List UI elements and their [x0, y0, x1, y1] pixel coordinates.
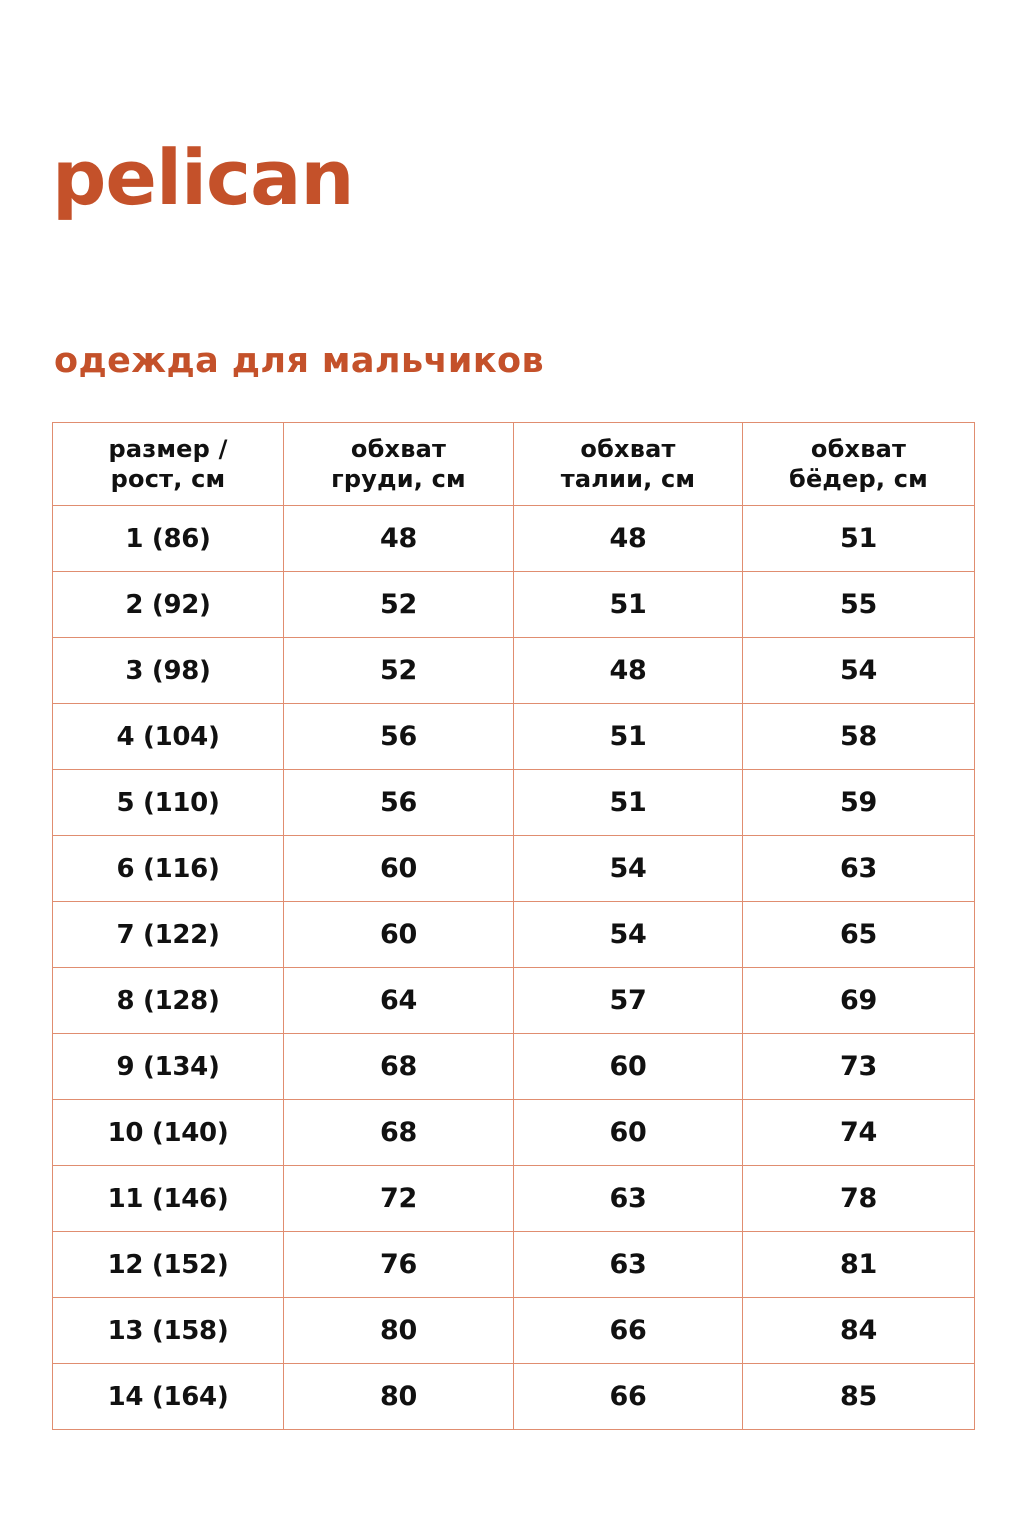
table-body: 1 (86) 48 48 51 2 (92) 52 51 55 3 (98) 52 48 54 4 (1…: [52, 505, 975, 1430]
cell-waist: 66: [513, 1363, 743, 1430]
cell-waist: 48: [513, 505, 743, 572]
cell-size: 3 (98): [52, 637, 284, 704]
page-title: одежда для мальчиков: [54, 341, 545, 381]
cell-waist: 66: [513, 1297, 743, 1364]
cell-waist: 60: [513, 1099, 743, 1166]
cell-size: 1 (86): [52, 505, 284, 572]
cell-hips: 58: [742, 703, 975, 770]
cell-size: 5 (110): [52, 769, 284, 836]
cell-hips: 81: [742, 1231, 975, 1298]
table-row: 9 (134) 68 60 73: [52, 1033, 975, 1100]
cell-chest: 60: [283, 901, 514, 968]
cell-hips: 74: [742, 1099, 975, 1166]
table-header: размер / рост, см обхват груди, см обхва…: [52, 422, 975, 506]
table-row: 2 (92) 52 51 55: [52, 571, 975, 638]
cell-hips: 73: [742, 1033, 975, 1100]
table-row: 14 (164) 80 66 85: [52, 1363, 975, 1430]
table-row: 10 (140) 68 60 74: [52, 1099, 975, 1166]
cell-size: 13 (158): [52, 1297, 284, 1364]
column-header-size-line2: рост, см: [110, 465, 226, 493]
cell-size: 7 (122): [52, 901, 284, 968]
brand-logo: pelican: [52, 136, 412, 220]
cell-hips: 85: [742, 1363, 975, 1430]
cell-waist: 63: [513, 1165, 743, 1232]
column-header-waist-line2: талии, см: [560, 465, 696, 493]
cell-size: 9 (134): [52, 1033, 284, 1100]
brand-logo-text: pelican: [52, 133, 355, 222]
column-header-hips-line2: бёдер, см: [789, 465, 928, 493]
table-row: 11 (146) 72 63 78: [52, 1165, 975, 1232]
size-chart-container: размер / рост, см обхват груди, см обхва…: [52, 422, 975, 1430]
cell-chest: 68: [283, 1099, 514, 1166]
cell-chest: 68: [283, 1033, 514, 1100]
cell-size: 10 (140): [52, 1099, 284, 1166]
column-header-size: размер / рост, см: [52, 422, 284, 506]
cell-chest: 56: [283, 703, 514, 770]
cell-chest: 48: [283, 505, 514, 572]
cell-size: 12 (152): [52, 1231, 284, 1298]
cell-size: 4 (104): [52, 703, 284, 770]
cell-hips: 59: [742, 769, 975, 836]
cell-hips: 65: [742, 901, 975, 968]
column-header-hips: обхват бёдер, см: [742, 422, 975, 506]
cell-waist: 54: [513, 835, 743, 902]
column-header-chest-line1: обхват: [350, 435, 447, 463]
column-header-size-line1: размер /: [108, 435, 228, 463]
table-row: 8 (128) 64 57 69: [52, 967, 975, 1034]
cell-hips: 54: [742, 637, 975, 704]
cell-chest: 52: [283, 637, 514, 704]
cell-hips: 55: [742, 571, 975, 638]
cell-hips: 51: [742, 505, 975, 572]
cell-waist: 54: [513, 901, 743, 968]
cell-waist: 51: [513, 769, 743, 836]
column-header-hips-line1: обхват: [810, 435, 907, 463]
cell-chest: 76: [283, 1231, 514, 1298]
table-row: 12 (152) 76 63 81: [52, 1231, 975, 1298]
column-header-chest-line2: груди, см: [331, 465, 466, 493]
table-row: 4 (104) 56 51 58: [52, 703, 975, 770]
table-header-row: размер / рост, см обхват груди, см обхва…: [52, 422, 975, 506]
cell-waist: 48: [513, 637, 743, 704]
cell-chest: 52: [283, 571, 514, 638]
column-header-waist: обхват талии, см: [513, 422, 743, 506]
cell-size: 6 (116): [52, 835, 284, 902]
cell-chest: 60: [283, 835, 514, 902]
cell-waist: 57: [513, 967, 743, 1034]
cell-size: 2 (92): [52, 571, 284, 638]
cell-hips: 69: [742, 967, 975, 1034]
cell-waist: 60: [513, 1033, 743, 1100]
table-row: 7 (122) 60 54 65: [52, 901, 975, 968]
cell-waist: 51: [513, 703, 743, 770]
table-row: 3 (98) 52 48 54: [52, 637, 975, 704]
cell-hips: 63: [742, 835, 975, 902]
cell-chest: 80: [283, 1363, 514, 1430]
cell-size: 11 (146): [52, 1165, 284, 1232]
cell-waist: 63: [513, 1231, 743, 1298]
cell-chest: 64: [283, 967, 514, 1034]
column-header-chest: обхват груди, см: [283, 422, 514, 506]
table-row: 6 (116) 60 54 63: [52, 835, 975, 902]
table-row: 5 (110) 56 51 59: [52, 769, 975, 836]
cell-hips: 78: [742, 1165, 975, 1232]
cell-chest: 72: [283, 1165, 514, 1232]
cell-size: 14 (164): [52, 1363, 284, 1430]
cell-chest: 80: [283, 1297, 514, 1364]
size-chart-table: размер / рост, см обхват груди, см обхва…: [52, 422, 975, 1430]
cell-size: 8 (128): [52, 967, 284, 1034]
cell-hips: 84: [742, 1297, 975, 1364]
column-header-waist-line1: обхват: [580, 435, 676, 463]
cell-waist: 51: [513, 571, 743, 638]
table-row: 1 (86) 48 48 51: [52, 505, 975, 572]
cell-chest: 56: [283, 769, 514, 836]
table-row: 13 (158) 80 66 84: [52, 1297, 975, 1364]
